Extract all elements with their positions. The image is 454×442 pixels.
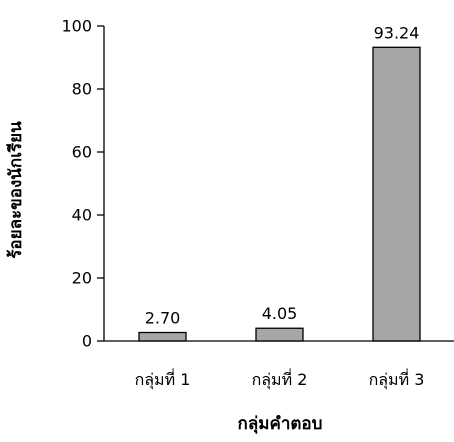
- bar-value-label: 4.05: [262, 304, 298, 323]
- bars: [138, 46, 421, 342]
- x-category-label: กลุ่มที่ 2: [252, 368, 308, 390]
- x-axis: กลุ่มที่ 1 กลุ่มที่ 2 กลุ่มที่ 3: [104, 340, 454, 390]
- y-tick-label: 100: [61, 17, 92, 36]
- y-tick-label: 40: [72, 206, 92, 225]
- bar: [372, 46, 421, 342]
- data-labels: 2.70 4.05 93.24: [145, 23, 420, 327]
- y-axis-title: ร้อยละของนักเรียน: [5, 121, 26, 259]
- y-tick-label: 60: [72, 143, 92, 162]
- bar: [255, 327, 304, 342]
- x-category-label: กลุ่มที่ 1: [135, 368, 191, 390]
- x-category-label: กลุ่มที่ 3: [369, 368, 425, 390]
- bar: [138, 331, 187, 342]
- y-tick-label: 20: [72, 269, 92, 288]
- bar-value-label: 93.24: [374, 23, 420, 42]
- x-axis-title: กลุ่มคำตอบ: [238, 414, 323, 434]
- y-tick-label: 80: [72, 80, 92, 99]
- y-tick-label: 0: [82, 332, 92, 351]
- y-axis: 0 20 40 60 80 100: [61, 17, 105, 351]
- bar-value-label: 2.70: [145, 308, 181, 327]
